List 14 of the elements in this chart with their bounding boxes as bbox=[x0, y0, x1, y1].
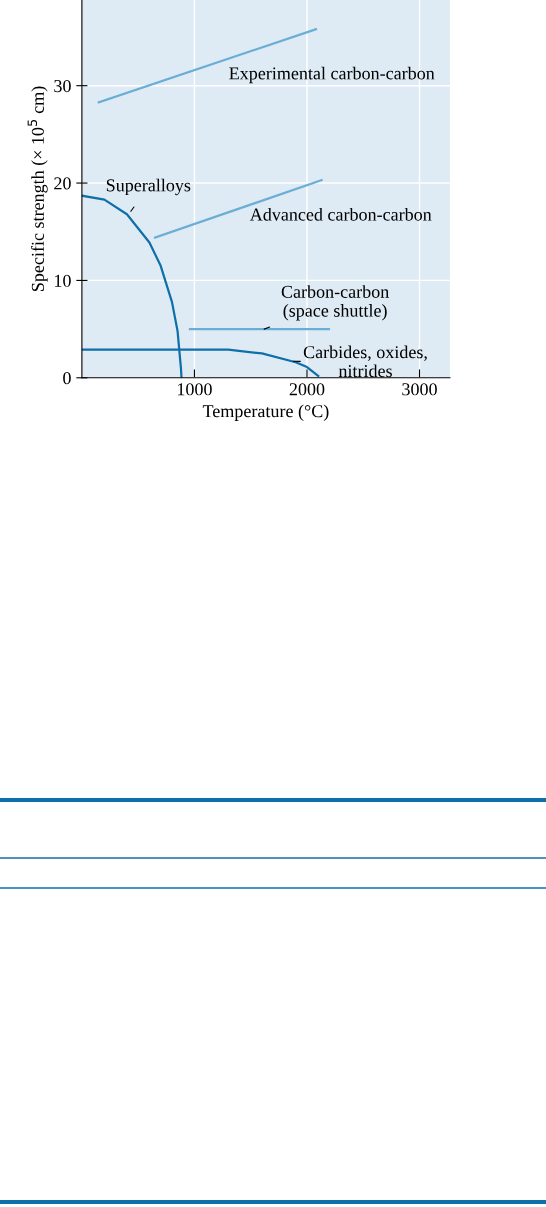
x-tick-label: 1000 bbox=[177, 383, 212, 396]
y-tick-label: 0 bbox=[63, 372, 71, 385]
x-tick-label: 3000 bbox=[402, 383, 437, 396]
series-label: Advanced carbon-carbon bbox=[249, 207, 432, 221]
y-axis-title: Specific strength (× 10$^{5}$ cm) bbox=[27, 86, 48, 291]
y-tick-label: 20 bbox=[54, 177, 71, 190]
y-tick-label: 30 bbox=[54, 79, 71, 93]
series-label: Superalloys bbox=[106, 178, 191, 196]
x-tick-label: 2000 bbox=[289, 383, 325, 396]
series-label: Experimental carbon-carbon bbox=[229, 66, 435, 84]
series-label: Carbon-carbon (space shuttle) bbox=[281, 285, 389, 321]
y-tick-label: 10 bbox=[55, 274, 71, 287]
x-axis-title: Temperature (°C) bbox=[202, 404, 329, 421]
series-label: Carbides, oxides, nitrides bbox=[303, 345, 427, 378]
